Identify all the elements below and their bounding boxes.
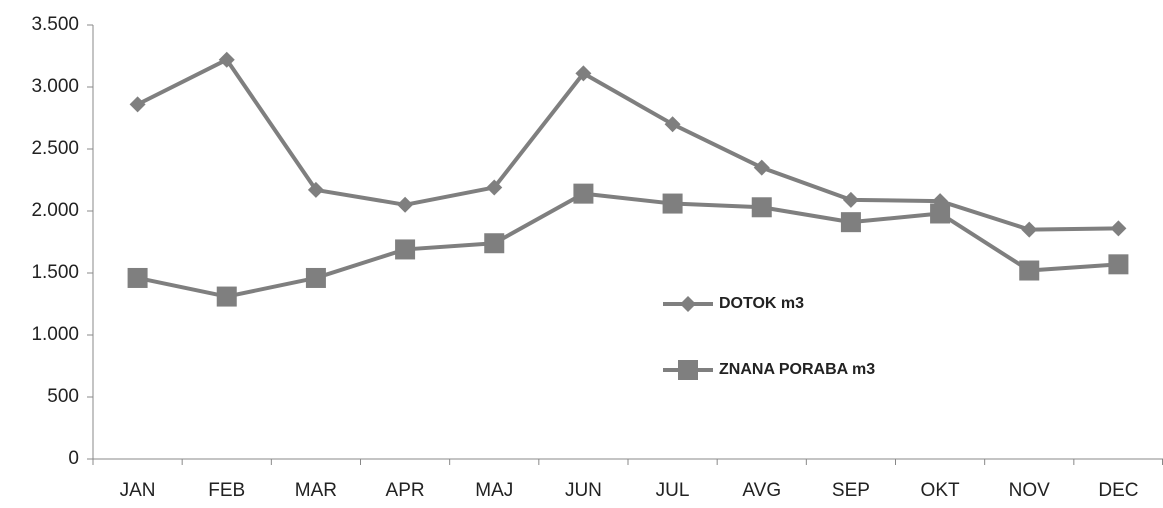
marker: [486, 179, 503, 196]
y-tick-label: 500: [47, 386, 79, 407]
x-tick-label: SEP: [832, 480, 870, 501]
marker: [129, 96, 146, 113]
marker: [216, 286, 237, 307]
x-tick-label: FEB: [208, 480, 245, 501]
x-tick-label: DEC: [1098, 480, 1138, 501]
y-tick-label: 0: [68, 448, 79, 469]
legend-label: ZNANA PORABA m3: [719, 361, 875, 378]
marker: [842, 191, 859, 208]
marker: [218, 51, 235, 68]
y-tick-label: 3.500: [31, 14, 79, 35]
marker: [484, 233, 505, 254]
y-tick-label: 2.500: [31, 138, 79, 159]
x-tick-label: JAN: [120, 480, 156, 501]
marker: [1108, 254, 1129, 275]
x-tick-label: APR: [386, 480, 425, 501]
marker: [573, 183, 594, 204]
marker: [751, 197, 772, 218]
marker: [395, 239, 416, 260]
x-tick-label: JUL: [656, 480, 690, 501]
marker: [307, 181, 324, 198]
x-tick-label: NOV: [1009, 480, 1051, 501]
x-tick-label: AVG: [742, 480, 781, 501]
marker: [930, 203, 951, 224]
marker: [678, 360, 698, 380]
legend-label: DOTOK m3: [719, 295, 804, 312]
y-tick-label: 3.000: [31, 76, 79, 97]
marker: [753, 159, 770, 176]
x-tick-label: JUN: [565, 480, 602, 501]
marker: [575, 65, 592, 82]
line: [136, 57, 1119, 232]
line: [137, 191, 1119, 299]
marker: [1021, 221, 1038, 238]
x-tick-label: MAJ: [475, 480, 513, 501]
y-tick-label: 2.000: [31, 200, 79, 221]
marker: [680, 296, 696, 312]
marker: [664, 116, 681, 133]
marker: [1110, 220, 1127, 237]
marker: [127, 267, 148, 288]
x-tick-label: OKT: [921, 480, 960, 501]
marker: [397, 196, 414, 213]
marker: [1019, 260, 1040, 281]
y-tick-label: 1.000: [31, 324, 79, 345]
y-tick-label: 1.500: [31, 262, 79, 283]
marker: [840, 212, 861, 233]
x-tick-label: MAR: [295, 480, 337, 501]
marker: [305, 267, 326, 288]
marker: [662, 193, 683, 214]
